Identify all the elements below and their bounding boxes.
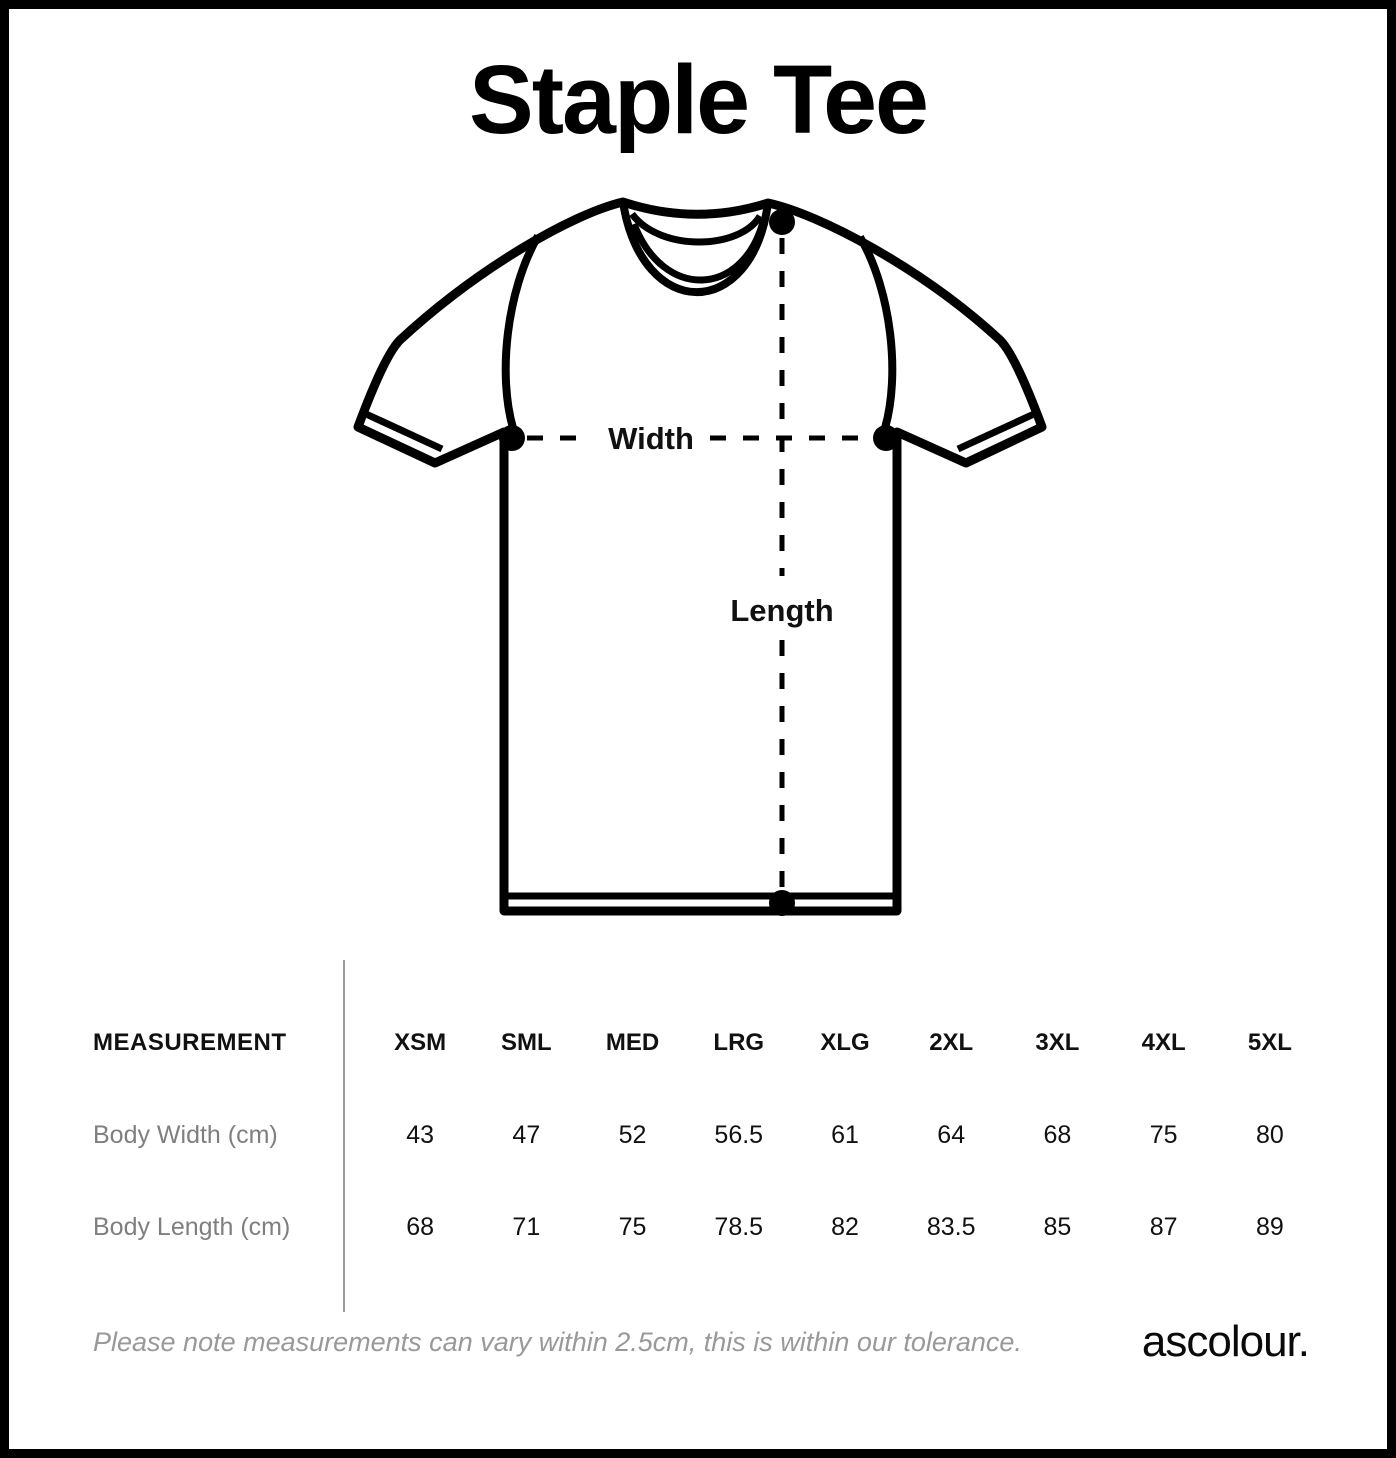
column-header-3xl: 3XL (1035, 1029, 1080, 1056)
body-width-5xl: 80 (1255, 1120, 1284, 1149)
tshirt-diagram: Width Length (353, 197, 1047, 916)
width-label: Width (608, 421, 694, 456)
body-width-sml: 47 (512, 1120, 541, 1149)
column-header-sml: SML (500, 1029, 552, 1056)
page-title: Staple Tee (469, 45, 929, 154)
left-cuff-hem (364, 410, 444, 453)
row-label: Body Length (cm) (93, 1212, 291, 1241)
table-separator (343, 960, 345, 1312)
column-header-measurement: MEASUREMENT (93, 1029, 287, 1056)
body-width-2xl: 64 (937, 1120, 966, 1149)
length-label: Length (730, 593, 833, 628)
column-header-4xl: 4XL (1141, 1029, 1186, 1056)
row-label: Body Width (cm) (93, 1120, 278, 1149)
column-header-xsm: XSM (394, 1029, 447, 1056)
body-width-3xl: 68 (1043, 1120, 1072, 1149)
table-row-body-length: Body Length (cm) 68 71 75 78.5 82 83.5 8… (9, 1181, 1387, 1273)
left-armhole-seam (501, 234, 542, 430)
tshirt-outline (353, 197, 1047, 916)
table-row-body-width: Body Width (cm) 43 47 52 56.5 61 64 68 7… (9, 1089, 1387, 1181)
brand-logo: ascolour. (1141, 1317, 1310, 1366)
right-armhole-seam (856, 234, 897, 430)
column-header-lrg: LRG (713, 1029, 765, 1056)
size-table-header-row: MEASUREMENT XSM SML MED LRG XLG 2XL 3XL … (9, 997, 1387, 1089)
left-armpit-measure-dot (499, 425, 525, 451)
body-length-4xl: 87 (1149, 1212, 1178, 1241)
body-width-lrg: 56.5 (714, 1120, 764, 1149)
column-header-2xl: 2XL (929, 1029, 974, 1056)
body-length-med: 75 (618, 1212, 647, 1241)
body-length-lrg: 78.5 (714, 1212, 764, 1241)
body-length-xlg: 82 (831, 1212, 859, 1241)
collar-inner-arc-bottom (630, 221, 767, 284)
column-header-xlg: XLG (820, 1029, 870, 1056)
column-header-5xl: 5XL (1247, 1029, 1292, 1056)
body-width-4xl: 75 (1149, 1120, 1178, 1149)
collar-inner-arc-top (629, 211, 764, 246)
tolerance-note: Please note measurements can vary within… (93, 1327, 1022, 1357)
column-header-med: MED (605, 1029, 660, 1056)
body-length-5xl: 89 (1255, 1212, 1284, 1241)
right-armpit-measure-dot (873, 425, 899, 451)
body-length-xsm: 68 (406, 1212, 435, 1241)
body-length-2xl: 83.5 (926, 1212, 976, 1241)
hem-measure-dot (769, 890, 795, 916)
size-table: MEASUREMENT XSM SML MED LRG XLG 2XL 3XL … (9, 997, 1387, 1273)
body-width-xlg: 61 (831, 1120, 859, 1149)
body-length-sml: 71 (512, 1212, 541, 1241)
right-cuff-hem (956, 410, 1036, 453)
body-width-med: 52 (618, 1120, 647, 1149)
body-width-xsm: 43 (406, 1120, 435, 1149)
neck-measure-dot (769, 209, 795, 235)
body-length-3xl: 85 (1043, 1212, 1072, 1241)
